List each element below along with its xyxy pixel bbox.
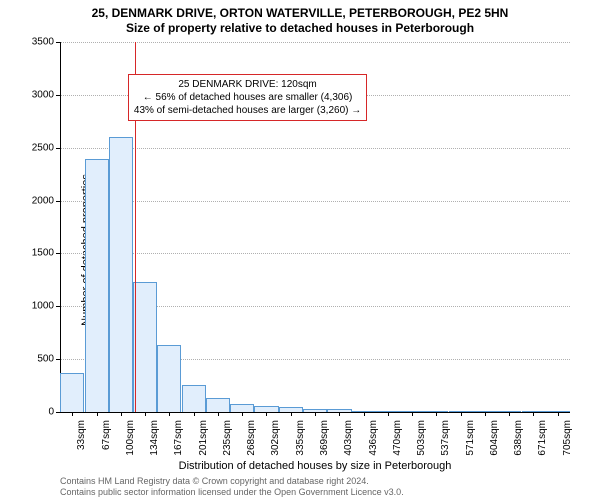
- annotation-box: 25 DENMARK DRIVE: 120sqm← 56% of detache…: [128, 74, 367, 121]
- x-tick-mark: [169, 412, 170, 416]
- x-tick-mark: [97, 412, 98, 416]
- chart-title-main: 25, DENMARK DRIVE, ORTON WATERVILLE, PET…: [0, 0, 600, 20]
- chart-container: 25, DENMARK DRIVE, ORTON WATERVILLE, PET…: [0, 0, 600, 500]
- histogram-bar: [109, 137, 133, 412]
- histogram-bar: [182, 385, 206, 412]
- gridline: [60, 253, 570, 254]
- histogram-bar: [157, 345, 181, 412]
- x-tick-mark: [145, 412, 146, 416]
- x-tick-mark: [509, 412, 510, 416]
- y-tick-label: 3500: [22, 37, 54, 48]
- chart-title-sub: Size of property relative to detached ho…: [0, 20, 600, 35]
- y-tick-label: 3000: [22, 89, 54, 100]
- y-tick-label: 500: [22, 354, 54, 365]
- y-tick-label: 2500: [22, 142, 54, 153]
- annotation-line: 25 DENMARK DRIVE: 120sqm: [134, 78, 361, 91]
- x-axis-label: Distribution of detached houses by size …: [60, 460, 570, 472]
- plot-area: 050010001500200025003000350033sqm67sqm10…: [60, 42, 570, 412]
- x-tick-mark: [315, 412, 316, 416]
- x-tick-mark: [461, 412, 462, 416]
- x-tick-mark: [485, 412, 486, 416]
- x-tick-mark: [436, 412, 437, 416]
- gridline: [60, 42, 570, 43]
- x-tick-mark: [242, 412, 243, 416]
- x-tick-mark: [412, 412, 413, 416]
- x-tick-mark: [218, 412, 219, 416]
- footer-attribution: Contains HM Land Registry data © Crown c…: [60, 476, 570, 498]
- histogram-bar: [85, 159, 109, 412]
- x-tick-mark: [364, 412, 365, 416]
- x-tick-mark: [194, 412, 195, 416]
- histogram-bar: [206, 398, 230, 412]
- x-tick-mark: [291, 412, 292, 416]
- histogram-bar: [133, 282, 157, 412]
- x-tick-mark: [72, 412, 73, 416]
- y-axis-line: [60, 42, 61, 412]
- annotation-line: 43% of semi-detached houses are larger (…: [134, 104, 361, 117]
- x-tick-mark: [388, 412, 389, 416]
- footer-line-2: Contains public sector information licen…: [60, 487, 570, 498]
- gridline: [60, 201, 570, 202]
- gridline: [60, 148, 570, 149]
- y-tick-label: 1000: [22, 301, 54, 312]
- footer-line-1: Contains HM Land Registry data © Crown c…: [60, 476, 570, 487]
- x-tick-mark: [266, 412, 267, 416]
- x-tick-mark: [121, 412, 122, 416]
- y-tick-label: 0: [22, 407, 54, 418]
- annotation-line: ← 56% of detached houses are smaller (4,…: [134, 91, 361, 104]
- x-tick-mark: [339, 412, 340, 416]
- x-tick-mark: [558, 412, 559, 416]
- histogram-bar: [230, 404, 254, 412]
- x-tick-mark: [533, 412, 534, 416]
- histogram-bar: [60, 373, 84, 412]
- y-tick-label: 1500: [22, 248, 54, 259]
- y-tick-label: 2000: [22, 195, 54, 206]
